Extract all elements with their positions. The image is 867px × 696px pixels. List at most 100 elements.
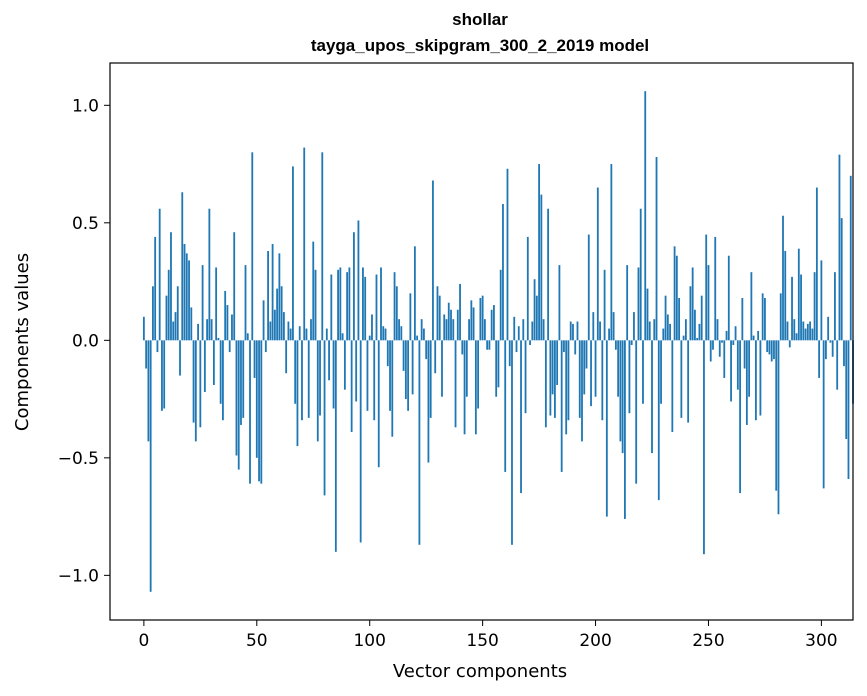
bar-16	[179, 340, 181, 376]
bar-231	[664, 295, 667, 341]
bar-307	[836, 340, 839, 390]
bar-121	[416, 335, 419, 341]
bar-165	[515, 340, 518, 353]
bar-39	[231, 314, 233, 341]
bar-75	[312, 241, 315, 341]
bar-46	[246, 333, 249, 341]
bar-52	[260, 340, 263, 484]
bar-225	[651, 340, 653, 454]
bar-305	[831, 340, 834, 357]
bar-94	[355, 340, 358, 402]
bar-249	[705, 234, 708, 341]
bar-26	[201, 265, 204, 341]
bar-241	[687, 340, 690, 423]
bar-98	[364, 276, 367, 341]
bar-99	[366, 340, 369, 411]
bar-263	[736, 340, 739, 390]
bar-162	[508, 340, 511, 367]
bar-1	[145, 340, 148, 369]
bar-154	[490, 309, 493, 341]
bar-13	[172, 321, 175, 341]
bar-232	[666, 314, 669, 341]
bar-131	[438, 295, 441, 341]
chart-title: shollar	[452, 10, 508, 29]
bar-22	[192, 340, 195, 423]
bar-114	[400, 326, 403, 341]
bar-141	[461, 340, 464, 355]
bar-60	[278, 253, 281, 341]
bar-2	[147, 340, 150, 442]
bar-5	[154, 236, 157, 341]
bar-77	[316, 340, 319, 442]
bar-12	[170, 232, 172, 341]
bar-21	[190, 307, 193, 341]
bar-270	[752, 335, 755, 341]
bar-251	[709, 340, 712, 362]
bar-189	[569, 321, 572, 341]
y-tick-label: 1.0	[72, 96, 99, 116]
bar-73	[307, 340, 310, 418]
bar-194	[581, 340, 583, 442]
bar-6	[156, 340, 159, 353]
bars-group	[142, 91, 854, 592]
bar-111	[393, 272, 396, 341]
bar-262	[734, 326, 737, 341]
bar-91	[348, 267, 351, 341]
bar-83	[330, 274, 333, 341]
bar-291	[800, 274, 802, 341]
bar-153	[488, 340, 491, 350]
bar-55	[267, 251, 269, 341]
bar-313	[849, 175, 852, 341]
bar-35	[222, 340, 224, 421]
bar-293	[804, 328, 807, 341]
bar-132	[441, 340, 443, 397]
bar-41	[235, 340, 238, 456]
bar-188	[567, 340, 570, 421]
bar-61	[280, 286, 283, 341]
bar-246	[698, 323, 701, 341]
bar-125	[425, 340, 428, 360]
bar-192	[576, 321, 579, 341]
bar-137	[452, 319, 455, 341]
x-tick-label: 50	[246, 631, 268, 651]
bar-64	[287, 321, 290, 341]
bar-133	[443, 314, 446, 341]
bar-100	[368, 335, 371, 341]
bar-123	[420, 319, 423, 341]
bar-254	[716, 319, 719, 341]
bar-174	[535, 295, 538, 341]
plot-frame	[109, 62, 854, 621]
bar-3	[149, 340, 152, 592]
bar-15	[176, 286, 179, 341]
bar-8	[161, 340, 163, 411]
bar-70	[301, 340, 303, 421]
bar-276	[766, 340, 769, 353]
bar-184	[558, 265, 561, 341]
bar-214	[626, 265, 629, 341]
bar-117	[407, 340, 410, 411]
bar-156	[495, 340, 498, 397]
bar-9	[163, 340, 166, 409]
bar-218	[635, 340, 638, 484]
chart-subtitle: tayga_upos_skipgram_300_2_2019 model	[311, 36, 649, 55]
bar-159	[502, 204, 504, 341]
x-tick-label: 300	[805, 631, 837, 651]
bar-136	[450, 309, 452, 341]
bar-230	[662, 328, 665, 341]
bar-44	[242, 340, 245, 418]
bar-147	[474, 340, 477, 435]
bar-57	[271, 243, 274, 341]
bar-74	[310, 319, 312, 341]
bar-204	[603, 269, 606, 341]
bar-284	[784, 251, 787, 341]
bar-50	[255, 340, 258, 458]
bar-177	[542, 319, 545, 341]
bar-31	[212, 340, 215, 385]
bar-14	[174, 312, 177, 341]
bar-48	[251, 152, 254, 341]
bar-155	[493, 305, 495, 341]
bar-308	[838, 154, 841, 341]
bar-278	[770, 340, 773, 362]
bar-135	[447, 302, 450, 341]
bar-40	[233, 232, 236, 341]
